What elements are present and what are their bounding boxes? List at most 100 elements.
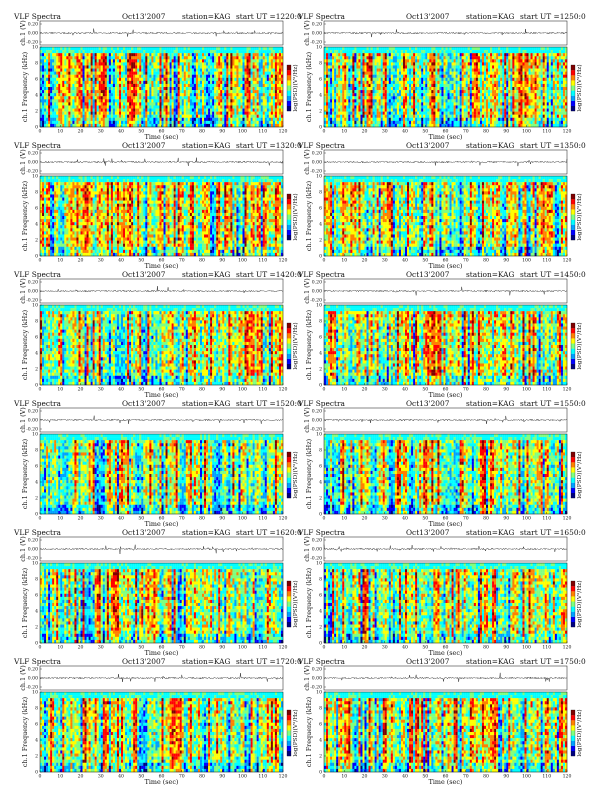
spectrogram-cell xyxy=(193,114,197,118)
spectrogram-cell xyxy=(268,90,271,94)
spectrogram-cell xyxy=(328,77,331,81)
spectrogram-cell xyxy=(206,96,209,100)
spectrogram-cell xyxy=(70,47,73,51)
spectrogram-cell xyxy=(254,53,257,57)
spectrogram-cell xyxy=(155,96,158,100)
spectrogram-cell xyxy=(106,108,109,112)
spectrogram-cell xyxy=(244,114,247,118)
spectrogram-cell xyxy=(402,90,406,94)
spectrogram-cell xyxy=(500,74,503,78)
spectrogram-cell xyxy=(274,90,278,94)
spectrogram-cell xyxy=(394,53,398,57)
spectrogram-cell xyxy=(522,50,525,54)
spectrogram-cell xyxy=(324,77,327,81)
spectrogram-cell xyxy=(483,87,487,91)
spectrogram-cell xyxy=(88,111,91,115)
spectrogram-cell xyxy=(461,50,464,54)
spectrogram-cell xyxy=(328,87,331,91)
spectrogram-cell xyxy=(488,59,491,63)
spectrogram-cell xyxy=(104,96,107,100)
spectrogram-cell xyxy=(368,83,371,88)
spectrogram-cell xyxy=(328,83,331,88)
spectrogram-cell xyxy=(68,53,71,57)
spectrogram-cell xyxy=(435,68,438,72)
spectrogram-cell xyxy=(520,77,523,81)
spectrogram-cell xyxy=(356,65,359,69)
spectrogram-cell xyxy=(161,114,164,118)
spectrogram-cell xyxy=(86,111,89,115)
spectrogram-cell xyxy=(204,56,207,60)
spectrogram-cell xyxy=(270,99,274,103)
spectrogram-cell xyxy=(560,87,564,91)
spectrogram-cell xyxy=(238,47,241,51)
spectrogram-cell xyxy=(506,68,509,72)
spectrogram-cell xyxy=(492,56,495,60)
spectrogram-cell xyxy=(141,108,144,112)
spectrogram-cell xyxy=(155,105,158,109)
spectrogram-cell xyxy=(62,71,65,75)
spectrogram-cell xyxy=(356,90,359,94)
spectrogram-cell xyxy=(280,117,284,121)
spectrogram-cell xyxy=(46,90,49,94)
spectrogram-cell xyxy=(197,56,201,60)
spectrogram-cell xyxy=(252,87,255,91)
spectrogram-cell xyxy=(368,47,371,51)
spectrogram-cell xyxy=(74,53,77,57)
spectrogram-cell xyxy=(70,87,73,91)
spectrogram-cell xyxy=(445,68,448,72)
spectrogram-cell xyxy=(445,83,448,88)
spectrogram-cell xyxy=(492,87,495,91)
spectrogram-cell xyxy=(92,102,95,106)
spectrogram-cell xyxy=(137,74,140,78)
spectrogram-cell xyxy=(100,74,103,78)
spectrogram-cell xyxy=(390,47,393,51)
spectrogram-cell xyxy=(222,114,225,118)
spectrogram-cell xyxy=(274,102,278,106)
spectrogram-cell xyxy=(54,59,57,63)
spectrogram-cell xyxy=(82,56,85,60)
spectrogram-cell xyxy=(141,96,144,100)
spectrogram-cell xyxy=(463,56,466,60)
spectrogram-cell xyxy=(173,114,176,118)
spectrogram-cell xyxy=(390,68,393,72)
spectrogram-cell xyxy=(50,111,53,115)
spectrogram-cell xyxy=(110,68,114,72)
spectrogram-cell xyxy=(44,80,47,85)
spectrogram-cell xyxy=(324,90,327,94)
spectrogram-cell xyxy=(396,65,400,69)
spectrogram-cell xyxy=(492,90,495,94)
spectrogram-cell xyxy=(232,90,235,94)
spectrogram-cell xyxy=(74,50,77,54)
spectrogram-cell xyxy=(374,83,377,88)
spectrogram-cell xyxy=(546,47,549,51)
spectrogram-cell xyxy=(54,117,57,121)
spectrogram-cell xyxy=(114,120,118,125)
spectrogram-cell xyxy=(250,102,253,106)
spectrogram-cell xyxy=(104,102,107,106)
spectrogram-cell xyxy=(84,53,87,57)
spectrogram-cell xyxy=(550,59,553,63)
spectrogram-cell xyxy=(256,77,259,81)
spectrogram-cell xyxy=(66,68,69,72)
spectrogram-cell xyxy=(266,59,269,63)
spectrogram-cell xyxy=(400,56,404,60)
spectrogram-cell xyxy=(218,117,221,121)
spectrogram-cell xyxy=(189,77,193,81)
spectrogram-cell xyxy=(386,56,389,60)
spectrogram-cell xyxy=(473,80,477,85)
spectrogram-cell xyxy=(123,114,126,118)
spectrogram-cell xyxy=(258,108,261,112)
spectrogram-cell xyxy=(562,74,566,78)
spectrogram-cell xyxy=(60,68,63,72)
spectrogram-cell xyxy=(44,83,47,88)
spectrogram-cell xyxy=(88,114,91,118)
spectrogram-cell xyxy=(276,105,280,109)
spectrogram-cell xyxy=(396,62,400,66)
spectrogram-cell xyxy=(451,80,454,85)
spectrogram-cell xyxy=(326,80,329,85)
spectrogram-cell xyxy=(278,56,282,60)
spectrogram-cell xyxy=(202,105,205,109)
spectrogram-cell xyxy=(66,108,69,112)
spectrogram-cell xyxy=(143,68,146,72)
spectrogram-cell xyxy=(232,47,235,51)
